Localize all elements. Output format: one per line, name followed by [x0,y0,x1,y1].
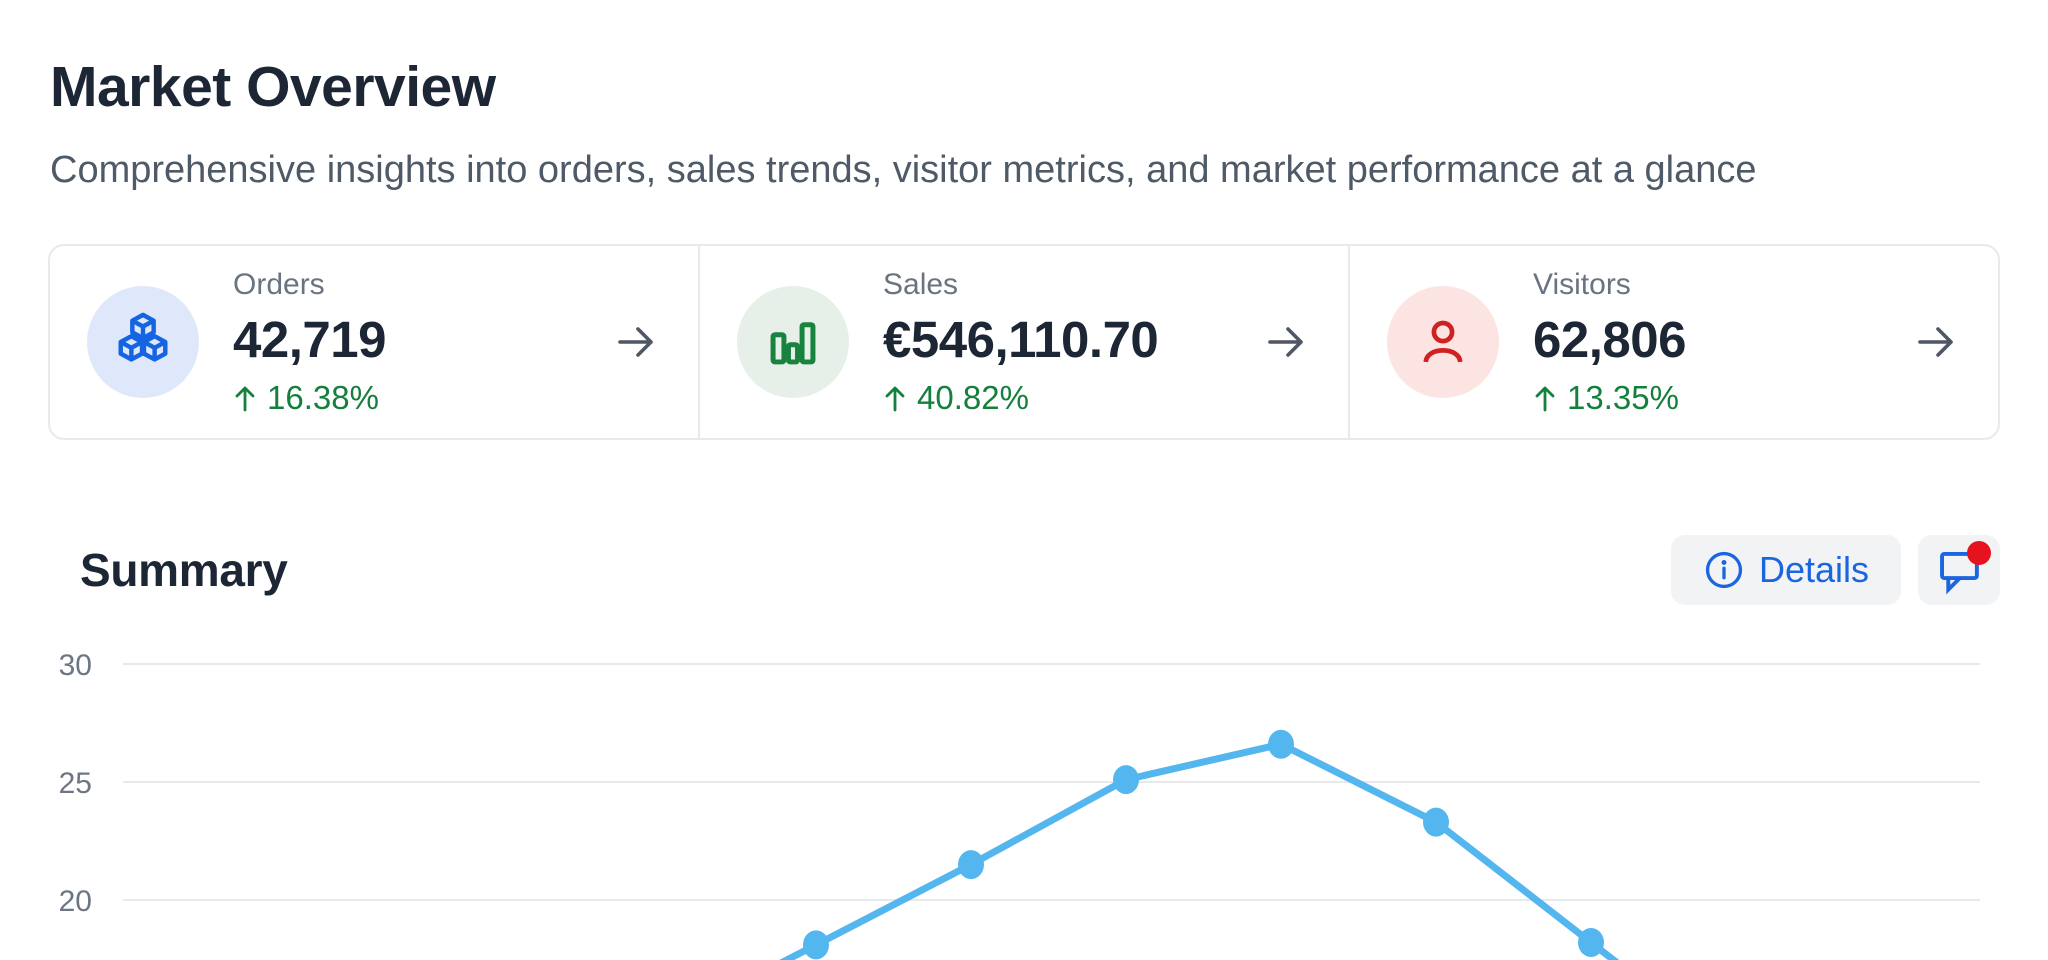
stat-value: 42,719 [233,311,387,368]
stat-label: Sales [883,268,959,301]
summary-actions: Details [1670,535,2000,605]
stat-text: Orders 42,719 16.38% [233,268,387,415]
arrow-right-icon[interactable] [1264,322,1308,362]
trend-value: 16.38% [267,379,379,416]
stat-value: 62,806 [1533,311,1687,368]
svg-text:20: 20 [59,885,92,918]
stat-text: Visitors 62,806 13.35% [1533,268,1687,415]
stat-trend: 40.82% [883,381,1158,414]
stat-text: Sales €546,110.70 40.82% [883,268,1159,415]
details-button-label: Details [1758,549,1869,590]
stat-trend: 13.35% [1533,381,1686,414]
chat-bubble-icon [1940,551,1979,595]
details-button[interactable]: Details [1670,535,1901,605]
stat-label: Orders [233,268,325,301]
chat-button[interactable] [1918,535,2000,605]
notification-dot [1967,541,1991,565]
user-icon [1387,286,1499,398]
stat-card-visitors[interactable]: Visitors 62,806 13.35% [1348,246,1998,438]
market-overview-page: Market Overview Comprehensive insights i… [0,54,2048,960]
summary-chart-area: 30 25 20 [48,647,2000,960]
arrow-up-icon [235,386,255,411]
trend-value: 13.35% [1567,379,1679,416]
arrow-right-icon[interactable] [614,322,658,362]
stat-card-sales[interactable]: Sales €546,110.70 40.82% [698,246,1348,438]
summary-header: Summary Details [48,535,2000,605]
summary-title: Summary [80,544,288,596]
bar-chart-icon [737,286,849,398]
stat-value: €546,110.70 [883,311,1159,368]
info-circle-icon [1705,551,1743,589]
arrow-up-icon [885,386,905,411]
svg-text:25: 25 [59,767,92,800]
page-title: Market Overview [50,55,496,119]
svg-text:30: 30 [59,649,92,682]
stat-label: Visitors [1533,268,1631,301]
cubes-icon [87,286,199,398]
stat-trend: 16.38% [233,381,386,414]
arrow-right-icon[interactable] [1914,322,1958,362]
page-subtitle: Comprehensive insights into orders, sale… [50,149,1757,191]
stats-row: Orders 42,719 16.38% [48,244,2000,440]
summary-chart: 30 25 20 [59,649,1980,960]
arrow-up-icon [1535,386,1555,411]
stat-card-orders[interactable]: Orders 42,719 16.38% [50,246,698,438]
trend-value: 40.82% [917,379,1029,416]
